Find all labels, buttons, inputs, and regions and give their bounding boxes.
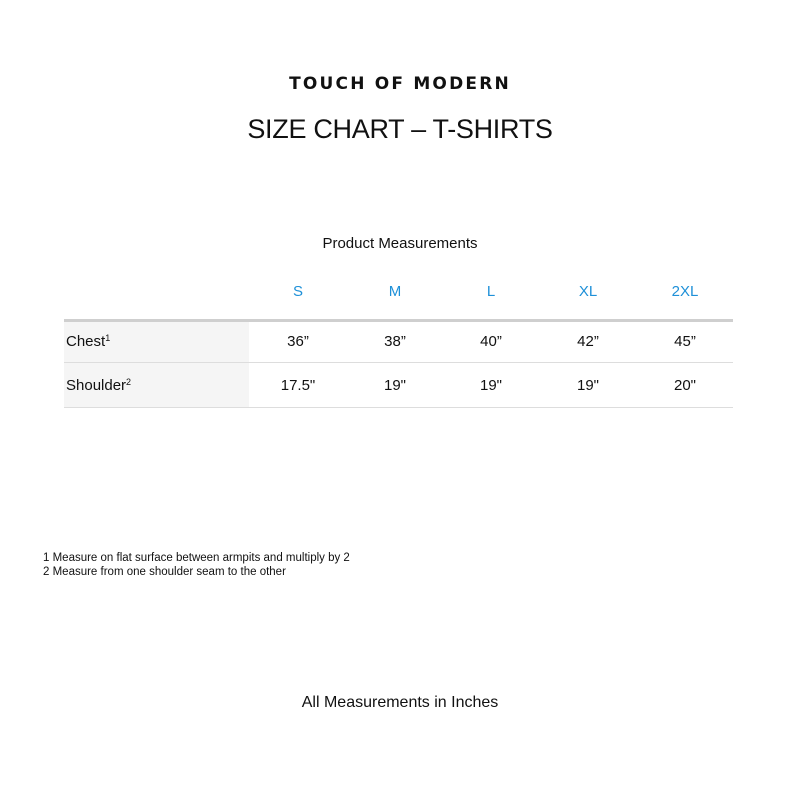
size-header-2xl: 2XL [671,283,699,300]
cell: 19" [479,377,502,394]
brand-logo: TOUCH OF MODERN [289,74,511,94]
footnote-1: 1 Measure on flat surface between armpit… [43,552,350,564]
cell: 42” [577,333,599,350]
cell: 19" [576,377,599,394]
row-label: Chest1 [66,333,111,350]
cell: 17.5" [280,377,316,394]
footnote-2: 2 Measure from one shoulder seam to the … [43,566,286,578]
row-divider [64,362,733,363]
cell: 40” [480,333,502,350]
size-header-m: M [388,283,402,300]
header-divider [64,319,733,322]
units-note: All Measurements in Inches [301,694,499,711]
row-divider [64,407,733,408]
size-header-s: S [292,283,303,300]
cell: 20" [673,377,696,394]
row-label-bg [64,322,249,362]
table-caption: Product Measurements [322,235,478,252]
cell: 36” [287,333,309,350]
row-label-bg [64,363,249,407]
cell: 45” [674,333,696,350]
page-title: SIZE CHART – T-SHIRTS [247,114,553,144]
row-label: Shoulder2 [66,377,132,394]
size-header-l: L [486,283,496,300]
cell: 19" [383,377,406,394]
size-header-xl: XL [578,283,598,300]
cell: 38” [384,333,406,350]
